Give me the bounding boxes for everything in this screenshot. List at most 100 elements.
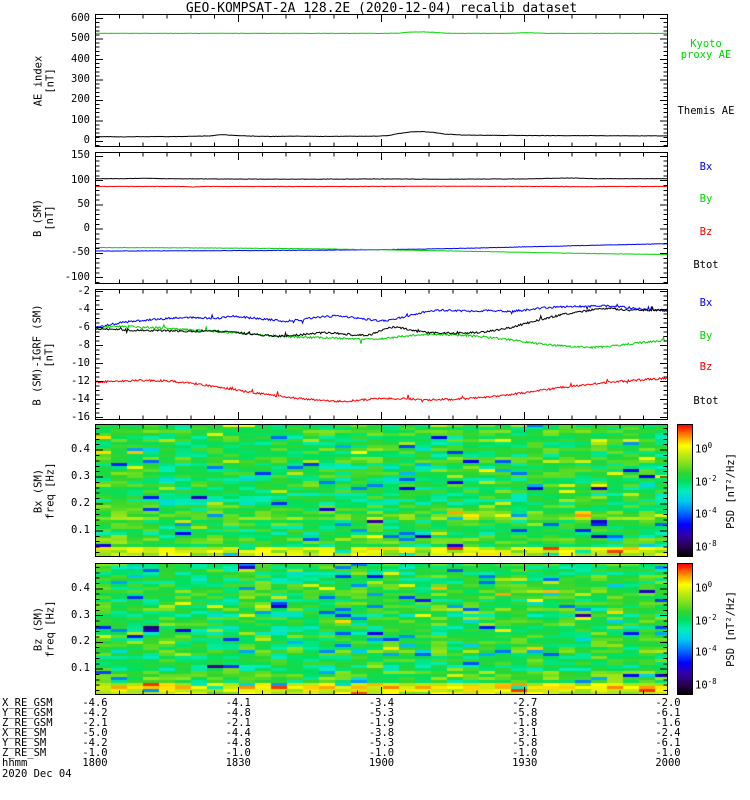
- yaxis-title: AE index [nT]: [26, 14, 62, 147]
- ephemeris-value: 1830: [225, 757, 251, 769]
- ephemeris-value: -1.0: [225, 747, 251, 759]
- legend-bz: Bz: [699, 226, 713, 239]
- ytick-label: -10: [71, 356, 90, 369]
- ephemeris-value: -5.0: [82, 727, 108, 739]
- ephemeris-row-label: Y_RE_GSM: [2, 707, 53, 719]
- ephemeris-value: -2.1: [82, 717, 108, 729]
- ephemeris-value: -2.1: [225, 717, 251, 729]
- legend-by: By: [699, 329, 713, 342]
- yaxis-title: Bx (SM) freq [Hz]: [26, 424, 62, 557]
- ytick-label: 0.4: [71, 581, 90, 594]
- ephemeris-value: -4.8: [225, 737, 251, 749]
- ephemeris-row-label: Z_RE_SM: [2, 747, 47, 759]
- ephemeris-value: -1.6: [655, 717, 681, 729]
- panel-ae-index: [95, 14, 668, 147]
- ytick-label: -16: [71, 410, 90, 423]
- yaxis-title-text: Bz (SM) freq [Hz]: [32, 600, 56, 658]
- ephemeris-value: -1.8: [512, 717, 538, 729]
- ytick-label: 0: [83, 222, 90, 235]
- colorbar-title-text: PSD [nT²/Hz]: [725, 452, 738, 529]
- ytick-label: 200: [71, 93, 90, 106]
- ephemeris-value: -3.8: [368, 727, 395, 739]
- legend-btot: Btot: [693, 395, 719, 408]
- ytick-label: 500: [71, 32, 90, 45]
- ephemeris-value: -5.8: [512, 737, 538, 749]
- date-label: 2020 Dec 04: [2, 768, 72, 780]
- ephemeris-row-label: X_RE_GSM: [2, 697, 53, 709]
- legend-by: By: [699, 193, 713, 206]
- ytick-label: -14: [71, 392, 90, 405]
- colorbar-tick-label: 10-4: [695, 506, 717, 521]
- spectrogram-spec-bz-canvas: [95, 563, 668, 695]
- ytick-label: 100: [71, 113, 90, 126]
- ephemeris-value: -2.0: [655, 697, 681, 709]
- panel-b-sm-axes: [95, 152, 668, 284]
- ytick-label: -2: [77, 284, 90, 297]
- ephemeris-row-label: hhmm: [2, 757, 28, 769]
- yaxis-title: Bz (SM) freq [Hz]: [26, 563, 62, 695]
- ytick-label: 0.2: [71, 496, 90, 509]
- colorbar-tick-label: 10-2: [695, 474, 717, 489]
- chart-title: GEO-KOMPSAT-2A 128.2E (2020-12-04) recal…: [185, 1, 578, 16]
- panel-ae-index-axes: [95, 14, 668, 147]
- ephemeris-row-label: X_RE_SM: [2, 727, 47, 739]
- colorbar-tick-label: 10-4: [695, 644, 717, 659]
- ytick-label: -50: [71, 246, 90, 259]
- ytick-label: -100: [64, 270, 90, 283]
- ytick-label: -6: [77, 320, 90, 333]
- ephemeris-value: -5.3: [368, 707, 395, 719]
- ephemeris-value: -4.6: [82, 697, 108, 709]
- yaxis-title-text: Bx (SM) freq [Hz]: [32, 462, 56, 519]
- ytick-label: 0.1: [71, 662, 90, 675]
- yaxis-title-text: AE index [nT]: [32, 55, 57, 106]
- spectrogram-spec-bx-canvas: [95, 424, 668, 557]
- ephemeris-row-label: Y_RE_SM: [2, 737, 47, 749]
- colorbar-title: PSD [nT²/Hz]: [718, 563, 744, 695]
- ephemeris-value: -6.1: [655, 707, 681, 719]
- legend-kyoto: Kyoto proxy AE: [680, 37, 732, 61]
- ytick-label: 100: [71, 173, 90, 186]
- ephemeris-value: -4.8: [225, 707, 251, 719]
- panel-b-sm: [95, 152, 668, 284]
- ephemeris-value: -3.1: [512, 727, 538, 739]
- yaxis-title: B (SM) [nT]: [26, 152, 62, 284]
- panel-b-sm-igrf-axes: [95, 289, 668, 420]
- legend-themis-ae: Themis AE: [677, 104, 735, 117]
- ytick-label: 150: [71, 149, 90, 162]
- panel-spec-bx: [95, 424, 668, 557]
- ephemeris-value: -4.2: [82, 737, 108, 749]
- ytick-label: 0.3: [71, 608, 90, 621]
- ytick-label: 0.2: [71, 635, 90, 648]
- ytick-label: 0.3: [71, 470, 90, 483]
- panel-spec-bz: [95, 563, 668, 695]
- colorbar-tick-label: 100: [695, 440, 713, 456]
- ytick-label: 50: [77, 197, 90, 210]
- ytick-label: 600: [71, 11, 90, 24]
- colorbar-tick-label: 10-8: [695, 539, 717, 554]
- ytick-label: 0: [83, 134, 90, 147]
- colorbar: [677, 424, 693, 557]
- ephemeris-value: 1800: [82, 757, 108, 769]
- ephemeris-row-label: Z_RE_GSM: [2, 717, 53, 729]
- ephemeris-value: -5.8: [512, 707, 538, 719]
- ephemeris-value: -4.4: [225, 727, 251, 739]
- panel-spec-bz-axes: [95, 563, 668, 695]
- legend-bx: Bx: [699, 296, 713, 309]
- ephemeris-value: -1.0: [82, 747, 108, 759]
- colorbar-title: PSD [nT²/Hz]: [718, 424, 744, 557]
- colorbar: [677, 563, 693, 695]
- ephemeris-value: 1900: [368, 757, 395, 769]
- ephemeris-value: -4.1: [225, 697, 251, 709]
- yaxis-title-text: B (SM) [nT]: [32, 199, 56, 237]
- colorbar-tick-label: 100: [695, 579, 713, 595]
- colorbar-title-text: PSD [nT²/Hz]: [725, 591, 738, 667]
- ytick-label: 0.4: [71, 443, 90, 456]
- ytick-label: -12: [71, 374, 90, 387]
- ytick-label: -8: [77, 338, 90, 351]
- legend-bx: Bx: [699, 161, 713, 174]
- ephemeris-value: -5.3: [368, 737, 395, 749]
- ephemeris-value: -1.0: [655, 747, 681, 759]
- ytick-label: 400: [71, 52, 90, 65]
- colorbar-tick-label: 10-8: [695, 677, 717, 692]
